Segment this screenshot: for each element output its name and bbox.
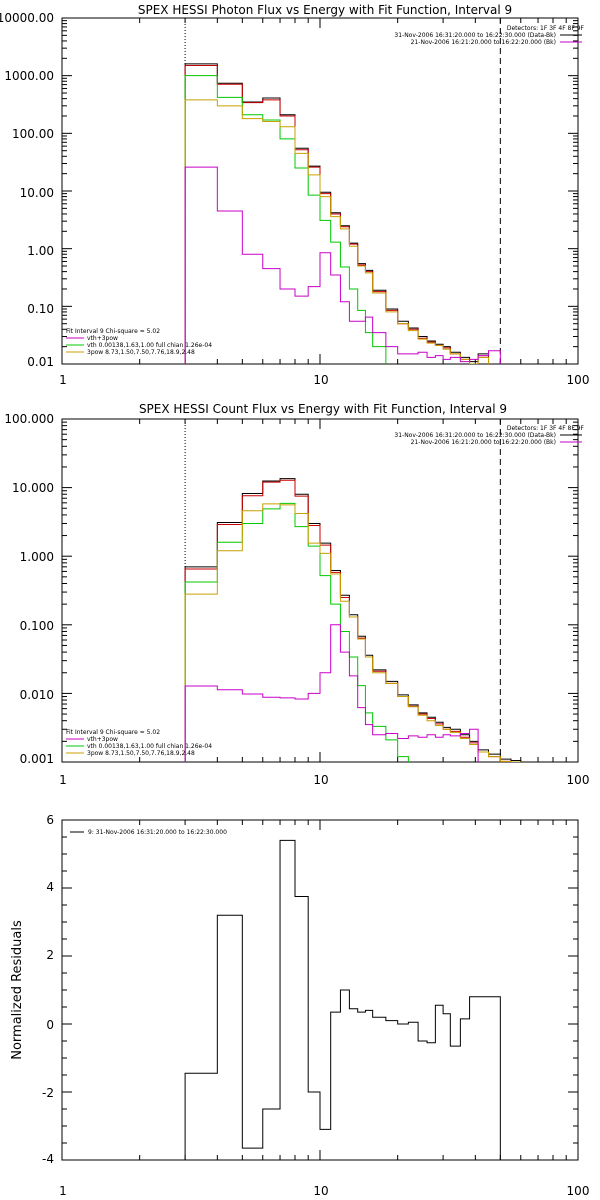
y-tick-label: 10.00 — [20, 186, 54, 200]
legend-label: 31-Nov-2006 16:31:20.000 to 16:22:30.000… — [394, 432, 556, 439]
legend-label: 9: 31-Nov-2006 16:31:20.000 to 16:22:30.… — [88, 829, 227, 836]
y-tick-label: 0.010 — [20, 688, 54, 702]
y-tick-labels: 100.000 10.000 1.000 0.100 0.010 0.001 — [4, 412, 54, 766]
interval-legend: 9: 31-Nov-2006 16:31:20.000 to 16:22:30.… — [70, 829, 227, 836]
series-line — [184, 479, 522, 762]
legend-label: vth 0.00138,1.63,1.00 full chian 1.26e-0… — [87, 342, 212, 349]
photon-flux-panel: SPEX HESSI Photon Flux vs Energy with Fi… — [0, 3, 589, 387]
detector-legend: Detectors: 1F 3F 4F 8F 9F 31-Nov-2006 16… — [394, 425, 584, 446]
x-tick-labels: 1 10 100 — [59, 1184, 589, 1198]
photon-plot-area — [61, 17, 579, 365]
x-tick-label: 1 — [59, 773, 67, 787]
series-line — [184, 99, 490, 364]
x-tick-label: 1 — [59, 373, 67, 387]
y-tick-label: 4 — [46, 880, 54, 894]
legend-header: Detectors: 1F 3F 4F 8F 9F — [507, 25, 585, 32]
legend-label: 31-Nov-2006 16:31:20.000 to 16:22:30.000… — [394, 32, 556, 39]
series-line — [184, 502, 409, 762]
y-tick-label: 10000.00 — [0, 11, 54, 25]
series-line — [184, 839, 501, 1160]
y-axis-label: Normalized Residuals — [10, 920, 25, 1060]
legend-header: Detectors: 1F 3F 4F 8F 9F — [507, 425, 585, 432]
y-tick-label: 0.01 — [27, 355, 54, 369]
x-tick-label: 100 — [567, 773, 590, 787]
legend-label: vth 0.00138,1.63,1.00 full chian 1.26e-0… — [87, 743, 212, 750]
y-tick-label: 100.00 — [12, 127, 54, 141]
legend-label: 21-Nov-2006 16:21:20.000 to 16:22:20.000… — [411, 39, 556, 46]
y-tick-label: 1.00 — [27, 244, 54, 258]
y-tick-label: 0 — [46, 1018, 54, 1032]
y-tick-labels: 10000.00 1000.00 100.00 10.00 1.00 0.10 … — [0, 11, 54, 369]
x-tick-label: 100 — [567, 1184, 590, 1198]
y-tick-label: -2 — [42, 1086, 54, 1100]
x-tick-labels: 1 10 100 — [59, 373, 589, 387]
series-line — [184, 166, 501, 364]
series-line — [184, 63, 490, 364]
y-tick-label: 6 — [46, 813, 54, 827]
series-line — [184, 75, 387, 364]
fit-legend: Fit Interval 9 Chi-square = 5.02 vth+3po… — [66, 729, 212, 757]
fit-legend: Fit Interval 9 Chi-square = 5.02 vth+3po… — [66, 328, 212, 356]
x-tick-label: 1 — [59, 1184, 67, 1198]
legend-label: 3pow 8.73,1.50,7.50,7.76,18.9,2.48 — [87, 349, 195, 356]
chart-title: SPEX HESSI Photon Flux vs Energy with Fi… — [138, 3, 512, 17]
y-tick-label: -4 — [42, 1152, 54, 1166]
residuals-panel: Normalized Residuals 6 4 2 0 -2 -4 1 10 … — [10, 813, 589, 1198]
x-tick-label: 10 — [313, 773, 328, 787]
y-tick-label: 0.10 — [27, 302, 54, 316]
x-tick-label: 10 — [313, 373, 328, 387]
residual-plot-area — [61, 819, 579, 1161]
x-tick-labels: 1 10 100 — [59, 773, 589, 787]
legend-header: Fit Interval 9 Chi-square = 5.02 — [66, 328, 160, 335]
legend-label: vth+3pow — [87, 736, 118, 743]
count-plot-area — [61, 418, 579, 763]
y-tick-label: 10.000 — [12, 481, 54, 495]
x-tick-label: 100 — [567, 373, 590, 387]
legend-label: vth+3pow — [87, 335, 118, 342]
detector-legend: Detectors: 1F 3F 4F 8F 9F 31-Nov-2006 16… — [394, 25, 584, 46]
y-tick-label: 1.000 — [20, 550, 54, 564]
y-tick-label: 0.100 — [20, 619, 54, 633]
count-flux-panel: SPEX HESSI Count Flux vs Energy with Fit… — [4, 402, 589, 787]
legend-header: Fit Interval 9 Chi-square = 5.02 — [66, 729, 160, 736]
y-tick-labels: 6 4 2 0 -2 -4 — [42, 813, 54, 1166]
y-tick-label: 100.000 — [4, 412, 54, 426]
y-tick-label: 1000.00 — [4, 69, 54, 83]
x-tick-label: 10 — [313, 1184, 328, 1198]
series-line — [184, 503, 522, 762]
series-line — [184, 624, 479, 762]
series-line — [184, 65, 490, 364]
y-tick-label: 2 — [46, 948, 54, 962]
chart-title: SPEX HESSI Count Flux vs Energy with Fit… — [139, 402, 507, 416]
y-tick-label: 0.001 — [20, 752, 54, 766]
legend-label: 3pow 8.73,1.50,7.50,7.76,18.9,2.48 — [87, 750, 195, 757]
legend-label: 21-Nov-2006 16:21:20.000 to 16:22:20.000… — [411, 439, 556, 446]
